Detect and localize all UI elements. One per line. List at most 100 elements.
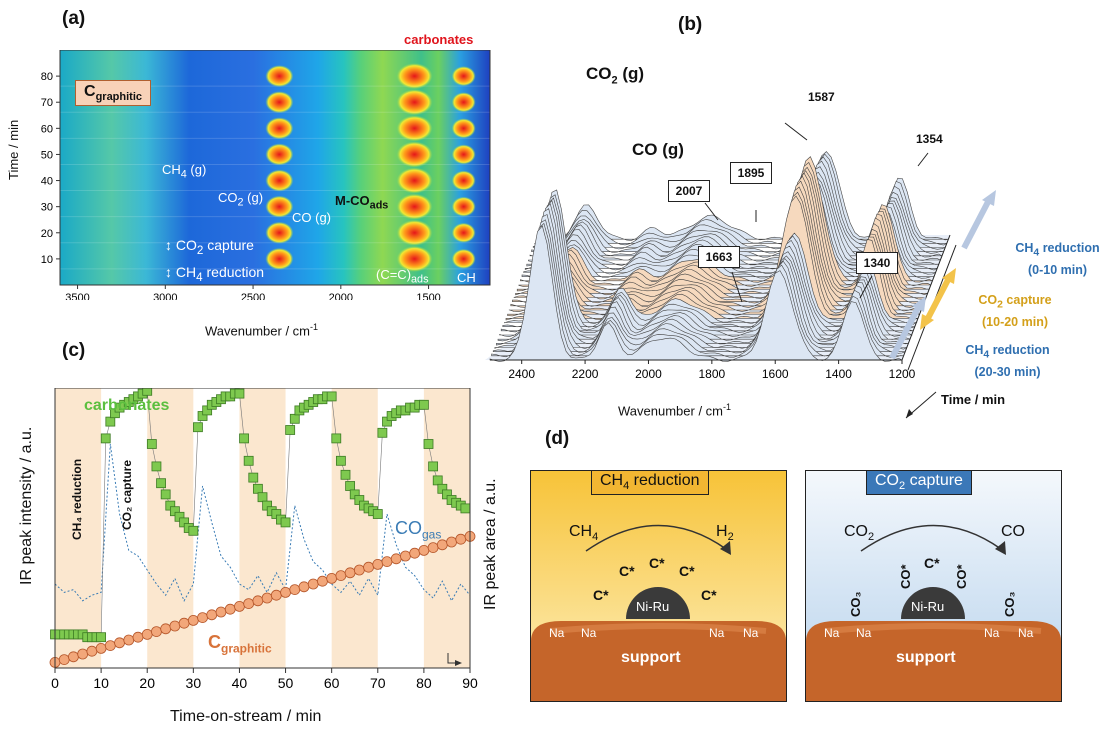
dr-title-sub: 2 — [899, 480, 906, 493]
shaded-interval — [423, 388, 470, 668]
co2-capture-box: CO2 capture CO2 CO CO* C* CO* CO₃ CO₃ Ni… — [805, 470, 1062, 702]
cg-sub: graphitic — [221, 641, 272, 656]
cgraphitic-point — [132, 631, 144, 643]
panel-c-plot: 0 10 20 30 40 50 60 70 80 90 — [49, 388, 478, 691]
heatmap-ytick-label: 40 — [41, 176, 53, 188]
heatmap-xtick-label: 1500 — [416, 292, 440, 300]
na-7: Na — [984, 626, 1000, 640]
mco-main: M-CO — [335, 193, 370, 208]
lg2-main: CO — [978, 293, 998, 307]
lg1-sub: 4 — [1033, 247, 1040, 259]
carbonates-point — [248, 472, 259, 483]
na-4: Na — [743, 626, 759, 640]
carbonates-point — [345, 481, 356, 491]
cgraphitic-point — [381, 556, 393, 568]
cgraphitic-point — [261, 592, 273, 604]
co2-gas-label: CO2 (g) — [218, 190, 263, 209]
cgraphitic-point — [455, 533, 467, 545]
cstar-right: C* — [924, 555, 940, 571]
cgraphitic-point — [160, 623, 172, 635]
capture-main: CO — [175, 237, 197, 253]
co-gas-label: CO (g) — [292, 210, 331, 225]
waterfall-spectrum — [489, 225, 903, 362]
heatmap-hotspot — [451, 170, 476, 191]
carbonates-label-c: carbonates — [84, 397, 170, 414]
co2-main: CO — [218, 190, 238, 205]
co2-b-main: CO — [586, 64, 612, 83]
carbonates-point — [105, 416, 116, 427]
legend-ch4-reduction-1: CH4 reduction (0-10 min) — [1010, 240, 1105, 278]
heatmap-hotspot — [451, 248, 476, 269]
co2-sub: 2 — [237, 196, 244, 209]
co2-b-sub: 2 — [611, 74, 618, 87]
waterfall-xtick-label: 1200 — [889, 367, 916, 381]
graphitic-sub: graphitic — [95, 91, 143, 104]
panel-c-ylabel-right: IR peak area / a.u. — [482, 478, 499, 610]
cg-main: C — [208, 632, 221, 652]
capture-label-a: ↕ CO2 capture — [165, 237, 254, 257]
heatmap-hotspot — [396, 193, 433, 220]
co2-capture-vertical: CO₂ capture — [120, 459, 134, 530]
carbonates-point — [418, 399, 429, 410]
lg1-tail: reduction — [1039, 241, 1100, 255]
co3-right: CO₃ — [1002, 591, 1017, 617]
lg1-range: (0-10 min) — [1027, 262, 1088, 277]
support-left: support — [621, 649, 681, 666]
ch4-reduction-title: CH4 reduction — [591, 471, 709, 496]
heatmap-ytick-label: 50 — [41, 149, 53, 161]
cgraphitic-point — [197, 612, 208, 624]
waterfall-xtick-label: 2000 — [635, 367, 662, 381]
xlabel-b-main: Wavenumber / cm — [618, 403, 723, 419]
lg3-sub: 4 — [983, 349, 990, 361]
carbonates-point — [142, 388, 153, 396]
carbonates-point — [188, 525, 199, 536]
ni-ru-left: Ni-Ru — [636, 599, 670, 614]
co2-tail: (g) — [243, 190, 264, 205]
cgraphitic-point — [58, 654, 70, 666]
dr-r-main: CO — [844, 523, 868, 540]
capture-tail: capture — [203, 237, 254, 253]
cgraphitic-point — [289, 584, 301, 596]
xlabel-a-main: Wavenumber / cm — [205, 323, 310, 339]
carbonates-point — [151, 461, 162, 472]
carbonates-point — [335, 455, 346, 466]
reduction-main: CH — [175, 264, 197, 280]
na-5: Na — [824, 626, 840, 640]
reduction-label-a: ↕ CH4 reduction — [165, 264, 265, 284]
reduction-sub: 4 — [196, 270, 203, 284]
waterfall-xtick-label: 1600 — [762, 367, 789, 381]
cgraphitic-point — [317, 575, 328, 587]
h2-product: H2 — [716, 523, 734, 543]
peak-1587: 1587 — [808, 90, 835, 104]
cgraphitic-point — [446, 536, 457, 548]
carbonates-point — [377, 427, 388, 438]
cgraphitic-point — [418, 544, 430, 556]
heatmap-hotspot — [265, 247, 294, 270]
carbonates-point — [331, 433, 342, 444]
cgraphitic-point — [252, 595, 264, 607]
cgraphitic-point — [114, 637, 125, 649]
co2-reactant: CO2 — [844, 523, 874, 543]
panel-a-heatmap: 10 20 30 40 50 60 70 80 3500 3000 2500 2000 1500 — [41, 50, 491, 300]
carbonates-point — [100, 433, 111, 444]
carbonates-point — [257, 492, 268, 503]
cc-sub: ads — [411, 273, 429, 286]
heatmap-hotspot — [396, 167, 433, 194]
panel-label-b: (b) — [678, 14, 703, 35]
ch4-reduction-box: CH4 reduction CH4 H2 C* C* C* C* C* Ni-R… — [530, 470, 787, 702]
heatmap-hotspot — [396, 89, 433, 116]
cgraphitic-point — [215, 606, 227, 618]
dl-title-sub: 4 — [623, 480, 630, 493]
panel-a-ylabel: Time / min — [6, 119, 21, 180]
graphitic-carbon-tag: Cgraphitic — [75, 80, 152, 107]
lg2-sub: 2 — [997, 299, 1003, 311]
heatmap-hotspot — [451, 144, 476, 165]
carbonates-point — [96, 632, 107, 643]
na-1: Na — [549, 626, 565, 640]
c-xtick-label: 10 — [93, 675, 109, 691]
dl-title-main: CH — [600, 472, 624, 489]
shaded-interval — [331, 388, 378, 668]
heatmap-ytick-label: 10 — [41, 254, 53, 266]
c-xtick-label: 80 — [416, 675, 432, 691]
dl-title-tail: reduction — [629, 472, 700, 489]
